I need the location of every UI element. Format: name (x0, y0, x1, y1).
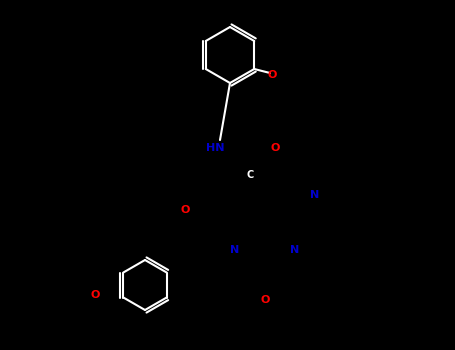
Text: O: O (90, 290, 100, 300)
Text: N: N (310, 190, 319, 200)
Text: N: N (230, 245, 240, 255)
Text: O: O (180, 205, 190, 215)
Text: C: C (246, 170, 253, 180)
Text: N: N (290, 245, 300, 255)
Text: O: O (270, 143, 280, 153)
Text: O: O (260, 295, 270, 305)
Text: HN: HN (206, 143, 224, 153)
Text: O: O (268, 70, 277, 80)
